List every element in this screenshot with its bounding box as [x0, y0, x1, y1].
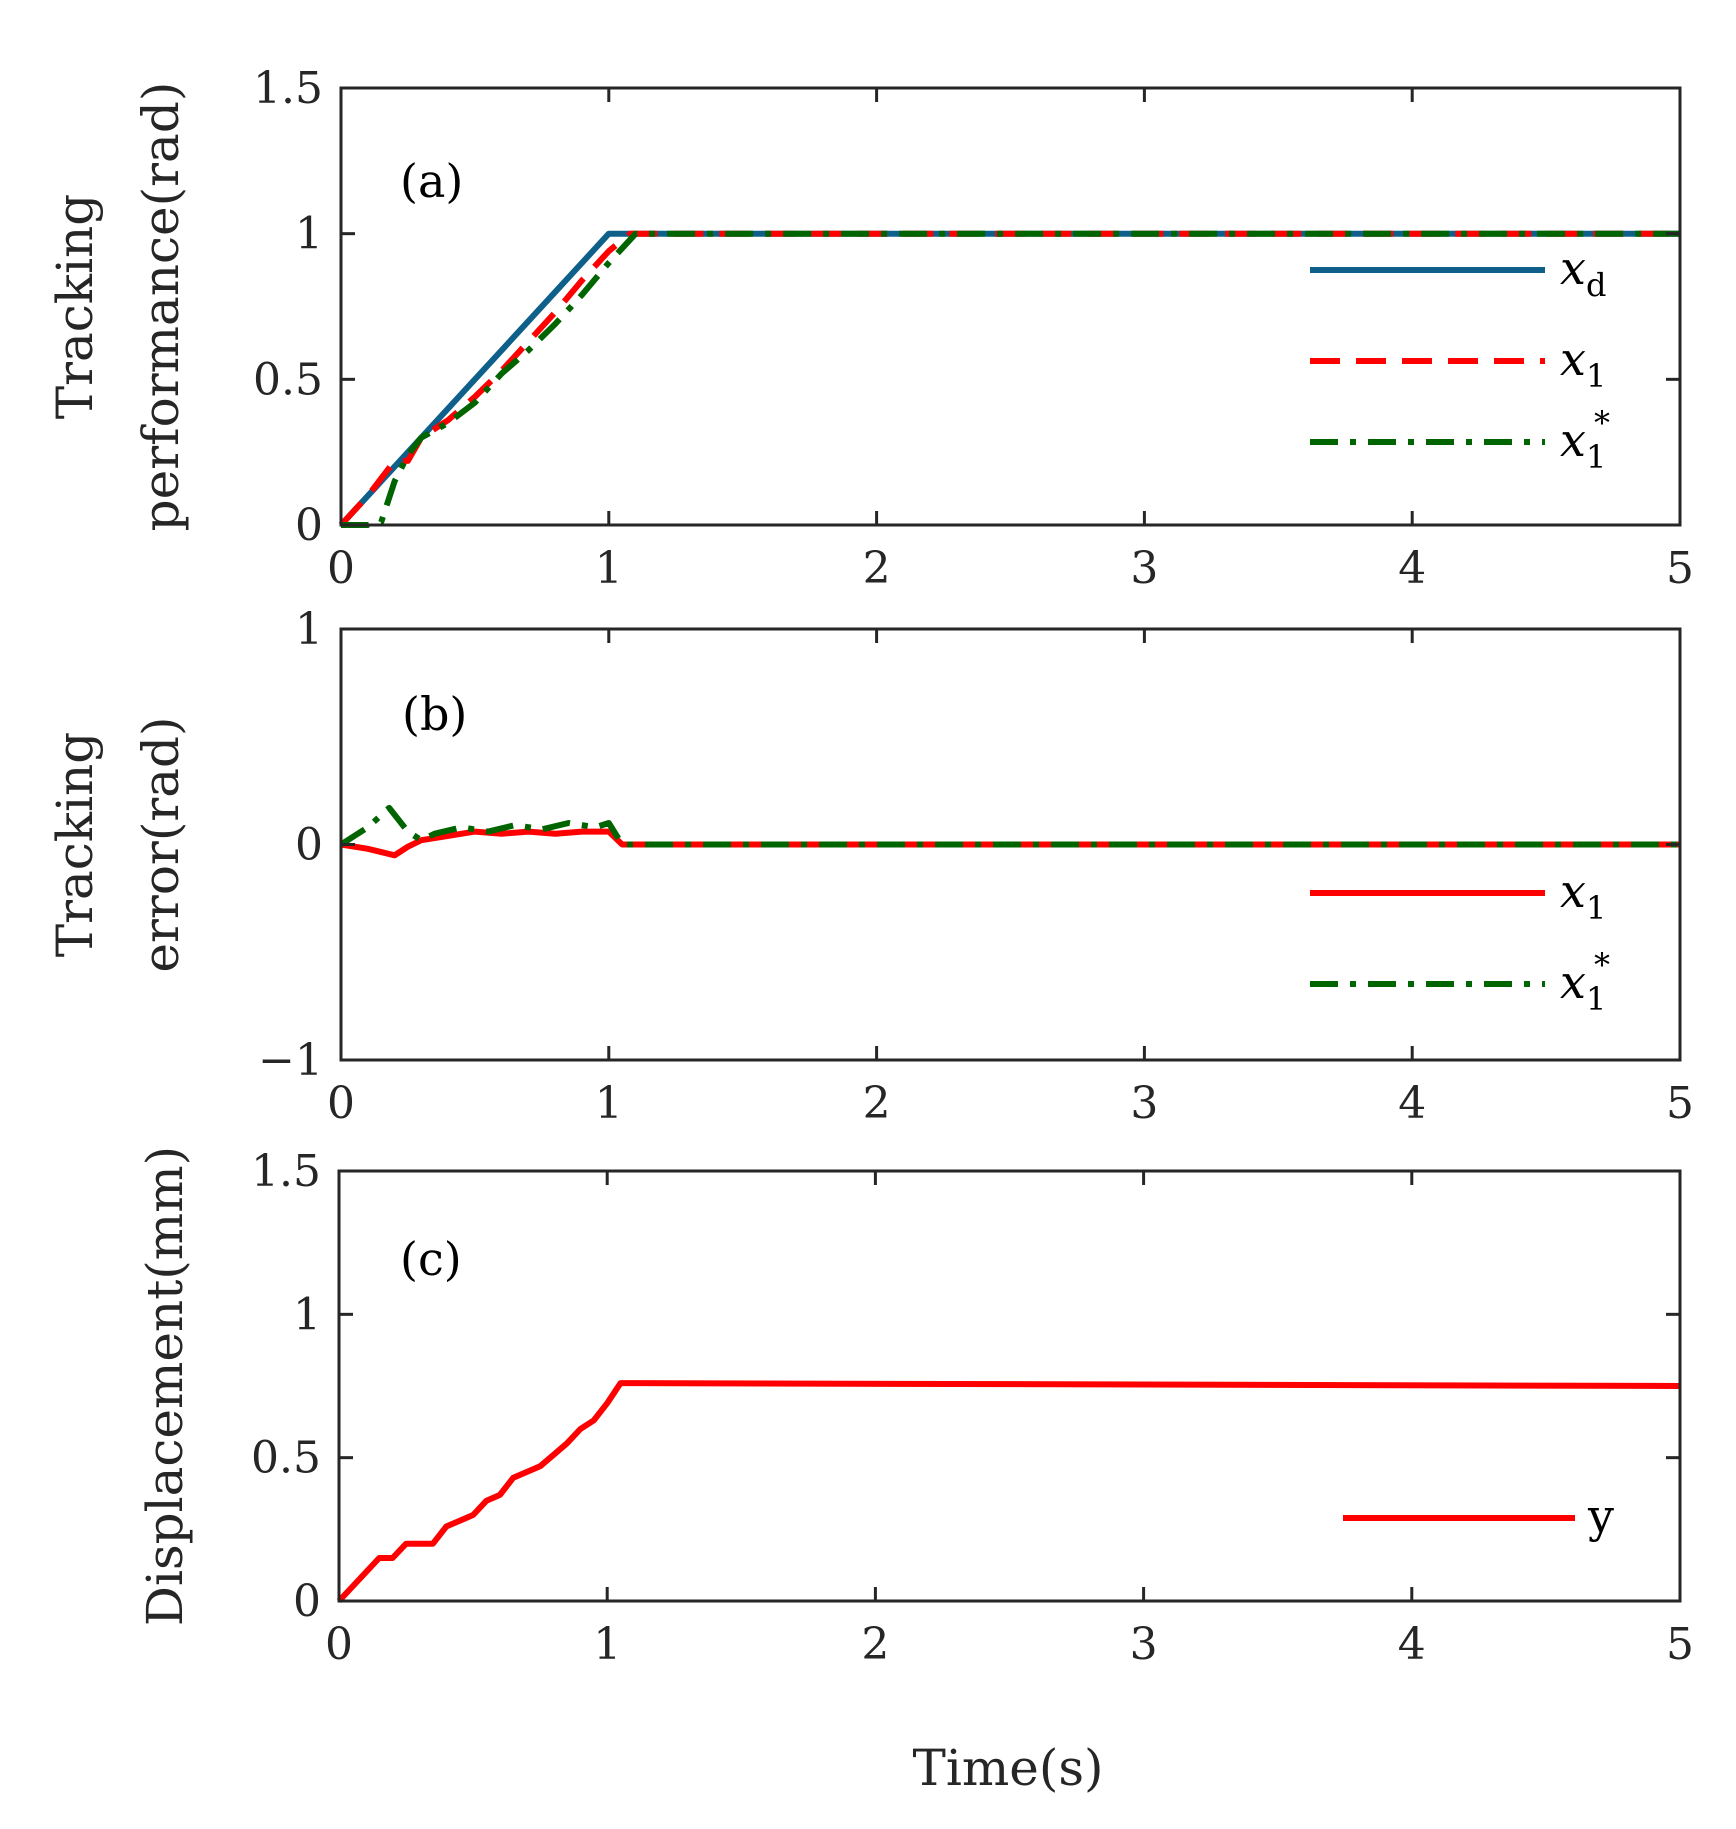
y-axis-label: performance(rad) — [132, 82, 190, 532]
x-tick-label: 1 — [593, 1619, 621, 1670]
y-tick-label: 0.5 — [253, 354, 323, 405]
y-axis-label: Tracking — [46, 732, 104, 958]
x-tick-label: 3 — [1130, 1078, 1158, 1129]
legend: y — [1343, 1489, 1614, 1543]
x-tick-label: 2 — [861, 1619, 889, 1670]
legend-label-x1star: x1* — [1560, 404, 1610, 476]
legend-label-y: y — [1587, 1489, 1614, 1543]
x-tick-label: 5 — [1666, 543, 1694, 594]
panel-label: (b) — [402, 687, 467, 741]
x-axis-label: Time(s) — [912, 1739, 1103, 1797]
series-line-x1 — [338, 230, 1680, 528]
axes-frame — [339, 86, 1682, 527]
x-tick-label: 4 — [1398, 543, 1426, 594]
panel-c: 0 1 2 3 4 5 0 0.5 1 1.5 Displacement(mm) (c) y — [136, 1146, 1694, 1670]
y-tick-label: 0 — [295, 500, 323, 551]
x-tick-label: 5 — [1666, 1619, 1694, 1670]
x-tick-label: 0 — [327, 1078, 355, 1129]
series-line-xd — [338, 230, 1680, 528]
y-axis-label: Displacement(mm) — [136, 1146, 194, 1626]
x-tick-label: 0 — [325, 1619, 353, 1670]
y-tick-label: 0.5 — [251, 1433, 321, 1484]
y-tick-label: 1.5 — [251, 1146, 321, 1197]
x-tick-label: 5 — [1666, 1078, 1694, 1129]
panel-label: (c) — [400, 1232, 462, 1286]
y-tick-label: 1 — [295, 604, 323, 655]
y-tick-label: −1 — [258, 1035, 323, 1086]
y-tick-label: 0 — [295, 820, 323, 871]
series-line-y — [336, 1380, 1681, 1604]
x-tick-label: 2 — [863, 1078, 891, 1129]
panel-a: 0 1 2 3 4 5 0 0.5 1 1.5 Tracking performance(rad) (a… — [46, 63, 1694, 594]
axes-frame — [337, 1169, 1682, 1603]
x-tick-label: 2 — [863, 543, 891, 594]
legend-label-x1: x1 — [1560, 864, 1606, 927]
y-tick-label: 0 — [293, 1576, 321, 1627]
x-tick-label: 1 — [595, 1078, 623, 1129]
x-tick-label: 3 — [1130, 1619, 1158, 1670]
panel-label: (a) — [400, 154, 463, 208]
series-line-x1star — [341, 230, 1680, 528]
x-tick-label: 1 — [595, 543, 623, 594]
y-tick-label: 1 — [293, 1289, 321, 1340]
y-tick-label: 1 — [295, 209, 323, 260]
x-tick-label: 3 — [1130, 543, 1158, 594]
legend: xd x1 x1* — [1310, 241, 1610, 476]
y-axis-label: Tracking — [46, 194, 104, 420]
series-line-x1star — [339, 804, 1680, 848]
legend-label-x1star: x1* — [1560, 946, 1610, 1018]
y-tick-label: 1.5 — [253, 63, 323, 114]
x-tick-label: 4 — [1398, 1619, 1426, 1670]
legend-label-xd: xd — [1560, 241, 1606, 304]
x-tick-label: 4 — [1398, 1078, 1426, 1129]
legend-label-x1: x1 — [1560, 332, 1606, 395]
y-axis-label: error(rad) — [132, 716, 190, 972]
x-tick-label: 0 — [327, 543, 355, 594]
